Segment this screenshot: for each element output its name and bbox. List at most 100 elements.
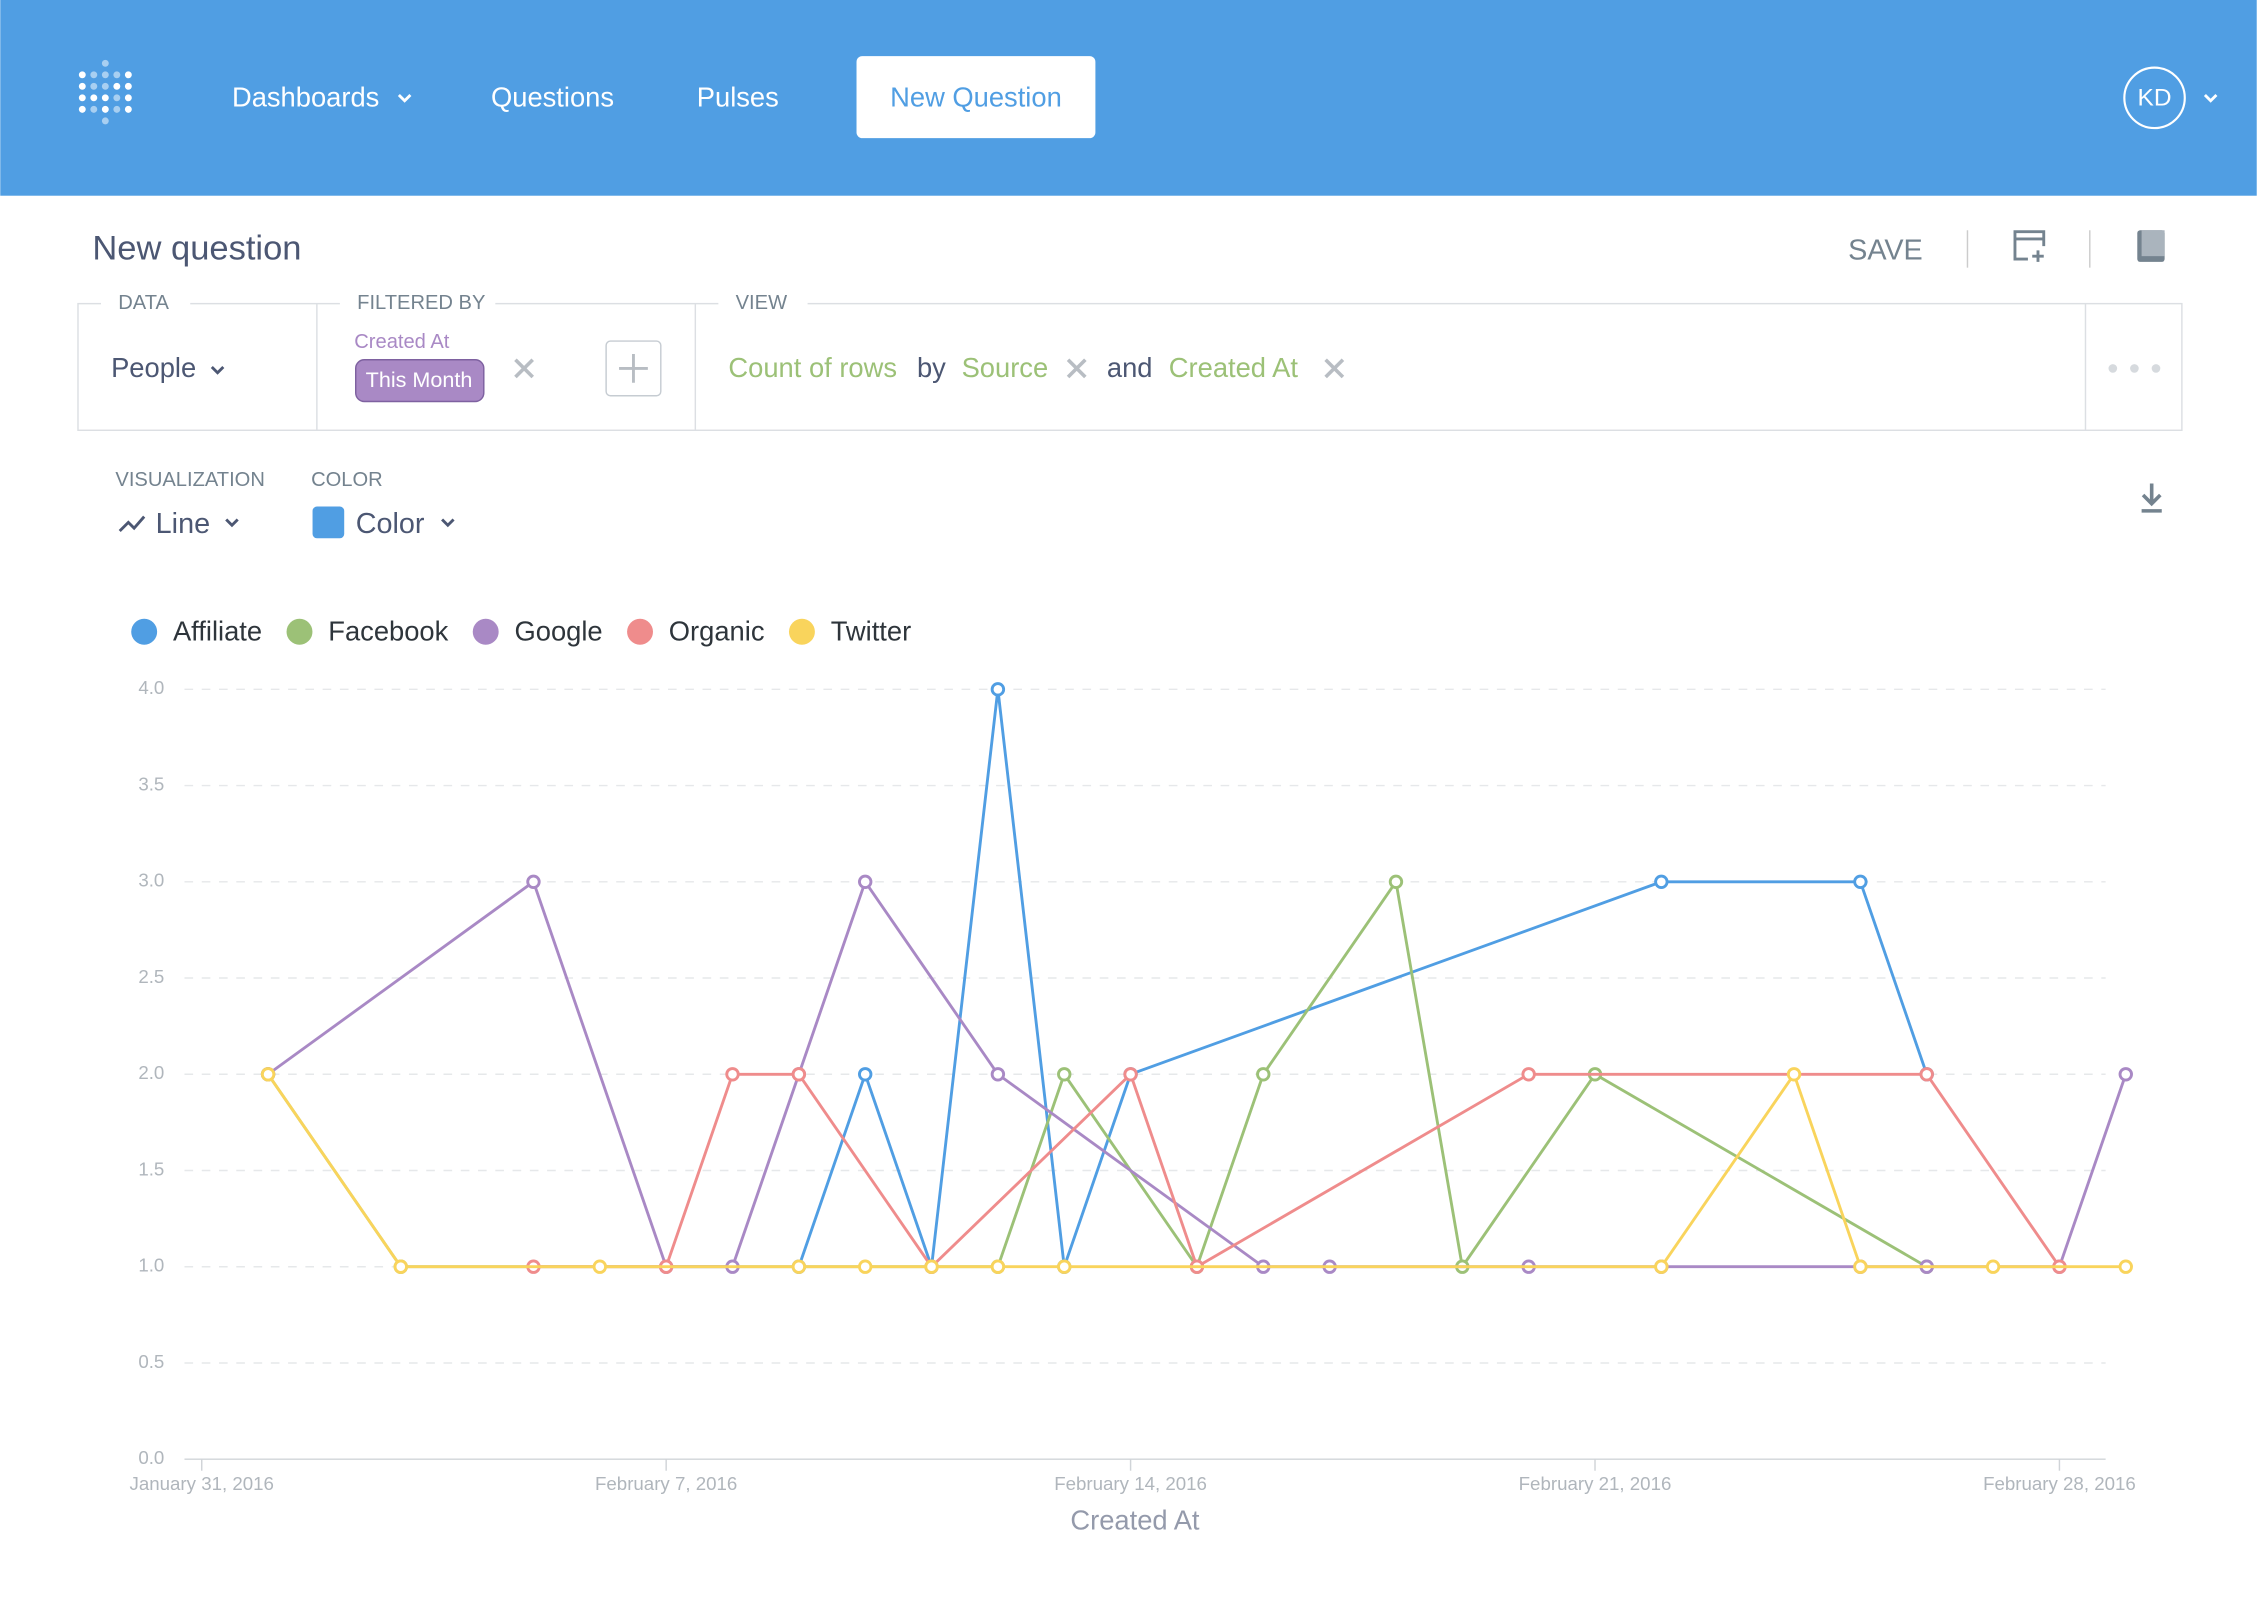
x-tick-label: February 7, 2016 bbox=[595, 1473, 737, 1494]
plus-icon bbox=[619, 354, 648, 383]
legend-label: Organic bbox=[669, 615, 765, 646]
nav-questions[interactable]: Questions bbox=[491, 82, 614, 113]
data-point bbox=[1521, 1067, 1536, 1082]
legend-swatch bbox=[286, 618, 313, 645]
download-icon[interactable] bbox=[2141, 483, 2162, 513]
remove-filter[interactable] bbox=[514, 358, 534, 379]
avatar[interactable] bbox=[2123, 66, 2186, 130]
chevron bbox=[210, 365, 225, 375]
data-point bbox=[2118, 1067, 2133, 1082]
filter-value[interactable]: This Month bbox=[366, 367, 473, 392]
view-label: VIEW bbox=[736, 292, 787, 314]
avatar-initials[interactable]: KD bbox=[2138, 85, 2172, 112]
x-axis-title: Created At bbox=[1070, 1505, 1200, 1536]
chevron bbox=[225, 518, 239, 528]
legend-swatch bbox=[131, 618, 158, 645]
filter-label: FILTERED BY bbox=[357, 292, 485, 314]
x-tick-label: February 28, 2016 bbox=[1983, 1473, 2136, 1494]
y-tick-label: 3.5 bbox=[138, 773, 164, 794]
label-bg bbox=[339, 287, 496, 317]
data-point bbox=[526, 874, 541, 889]
by-word: by bbox=[917, 352, 946, 383]
add-to-dashboard-icon[interactable] bbox=[2013, 230, 2046, 262]
label-bg bbox=[718, 287, 808, 317]
x-tick-label: February 14, 2016 bbox=[1054, 1473, 1207, 1494]
y-tick-label: 2.0 bbox=[138, 1062, 164, 1083]
logo[interactable] bbox=[78, 59, 132, 125]
breakout[interactable]: Created At bbox=[1169, 352, 1299, 383]
color-label: COLOR bbox=[311, 469, 383, 491]
nav-dashboards[interactable]: Dashboards bbox=[232, 82, 379, 113]
chevron bbox=[397, 93, 412, 103]
y-tick-label: 0.5 bbox=[138, 1351, 164, 1372]
chevron bbox=[441, 518, 455, 528]
more-button[interactable] bbox=[2108, 364, 2161, 373]
metric[interactable]: Count of rows bbox=[728, 352, 897, 383]
visualization-label: VISUALIZATION bbox=[115, 469, 264, 491]
color-select[interactable]: Color bbox=[356, 508, 425, 540]
data-point bbox=[990, 1067, 1006, 1082]
data-point bbox=[1123, 1067, 1138, 1082]
data-point bbox=[1853, 1259, 1868, 1274]
history-icon[interactable] bbox=[2137, 230, 2165, 262]
legend-label: Twitter bbox=[831, 615, 911, 646]
data-point bbox=[1786, 1067, 1802, 1082]
data-point bbox=[791, 1067, 807, 1082]
filter-field[interactable]: Created At bbox=[354, 331, 450, 353]
data-point bbox=[1985, 1259, 2001, 1274]
data-point bbox=[725, 1067, 740, 1082]
line-icon bbox=[118, 515, 146, 533]
data-point bbox=[990, 682, 1006, 697]
data-point bbox=[260, 1067, 276, 1082]
y-tick-label: 1.5 bbox=[138, 1158, 164, 1179]
data-point bbox=[2118, 1259, 2133, 1274]
filter-pill[interactable] bbox=[355, 359, 485, 403]
legend-label: Google bbox=[514, 615, 602, 646]
legend-label: Facebook bbox=[328, 615, 448, 646]
legend-label: Affiliate bbox=[173, 615, 262, 646]
data-point bbox=[924, 1259, 939, 1274]
color-swatch[interactable] bbox=[312, 506, 345, 539]
legend-swatch bbox=[472, 618, 499, 645]
data-point bbox=[791, 1259, 807, 1274]
nav-pulses[interactable]: Pulses bbox=[697, 82, 779, 113]
data-point bbox=[1919, 1067, 1934, 1082]
navbar bbox=[0, 0, 2257, 196]
chart: 0.0 0.5 1.0 1.5 2.0 2.5 3.0 3.5 4.0 January 31, 2… bbox=[130, 615, 2136, 1535]
y-tick-label: 4.0 bbox=[138, 677, 164, 698]
data-point bbox=[592, 1259, 608, 1274]
add-filter-button[interactable] bbox=[605, 340, 662, 397]
data-point bbox=[1654, 1259, 1669, 1274]
legend-swatch bbox=[627, 618, 653, 645]
data-point bbox=[1256, 1067, 1271, 1082]
save-button[interactable]: SAVE bbox=[1848, 234, 1923, 266]
data-point bbox=[858, 1259, 873, 1274]
remove-breakout[interactable] bbox=[1324, 358, 1345, 379]
label-bg bbox=[101, 287, 191, 317]
data-point bbox=[858, 874, 873, 889]
data-point bbox=[858, 1067, 873, 1082]
data-point bbox=[393, 1259, 408, 1274]
data-point bbox=[1057, 1067, 1072, 1082]
remove-breakout[interactable] bbox=[1066, 358, 1087, 379]
y-tick-label: 0.0 bbox=[138, 1447, 164, 1468]
data-point bbox=[990, 1259, 1006, 1274]
x-tick-label: February 21, 2016 bbox=[1519, 1473, 1672, 1494]
data-point bbox=[1388, 874, 1404, 889]
breakout[interactable]: Source bbox=[962, 352, 1049, 383]
data-point bbox=[1057, 1259, 1072, 1274]
y-tick-label: 1.0 bbox=[138, 1255, 164, 1276]
new-question-label[interactable]: New Question bbox=[890, 82, 1062, 113]
table-select[interactable]: People bbox=[111, 352, 196, 383]
x-tick-label: January 31, 2016 bbox=[130, 1473, 274, 1494]
new-question-button[interactable] bbox=[856, 56, 1096, 139]
series-line bbox=[533, 1071, 2061, 1269]
data-point bbox=[1853, 874, 1868, 889]
data-point bbox=[1654, 874, 1669, 889]
legend-swatch bbox=[788, 618, 815, 645]
visualization-select[interactable]: Line bbox=[156, 508, 210, 540]
y-tick-label: 2.5 bbox=[138, 966, 164, 987]
question-title: New question bbox=[92, 230, 301, 268]
chevron bbox=[2203, 93, 2218, 103]
